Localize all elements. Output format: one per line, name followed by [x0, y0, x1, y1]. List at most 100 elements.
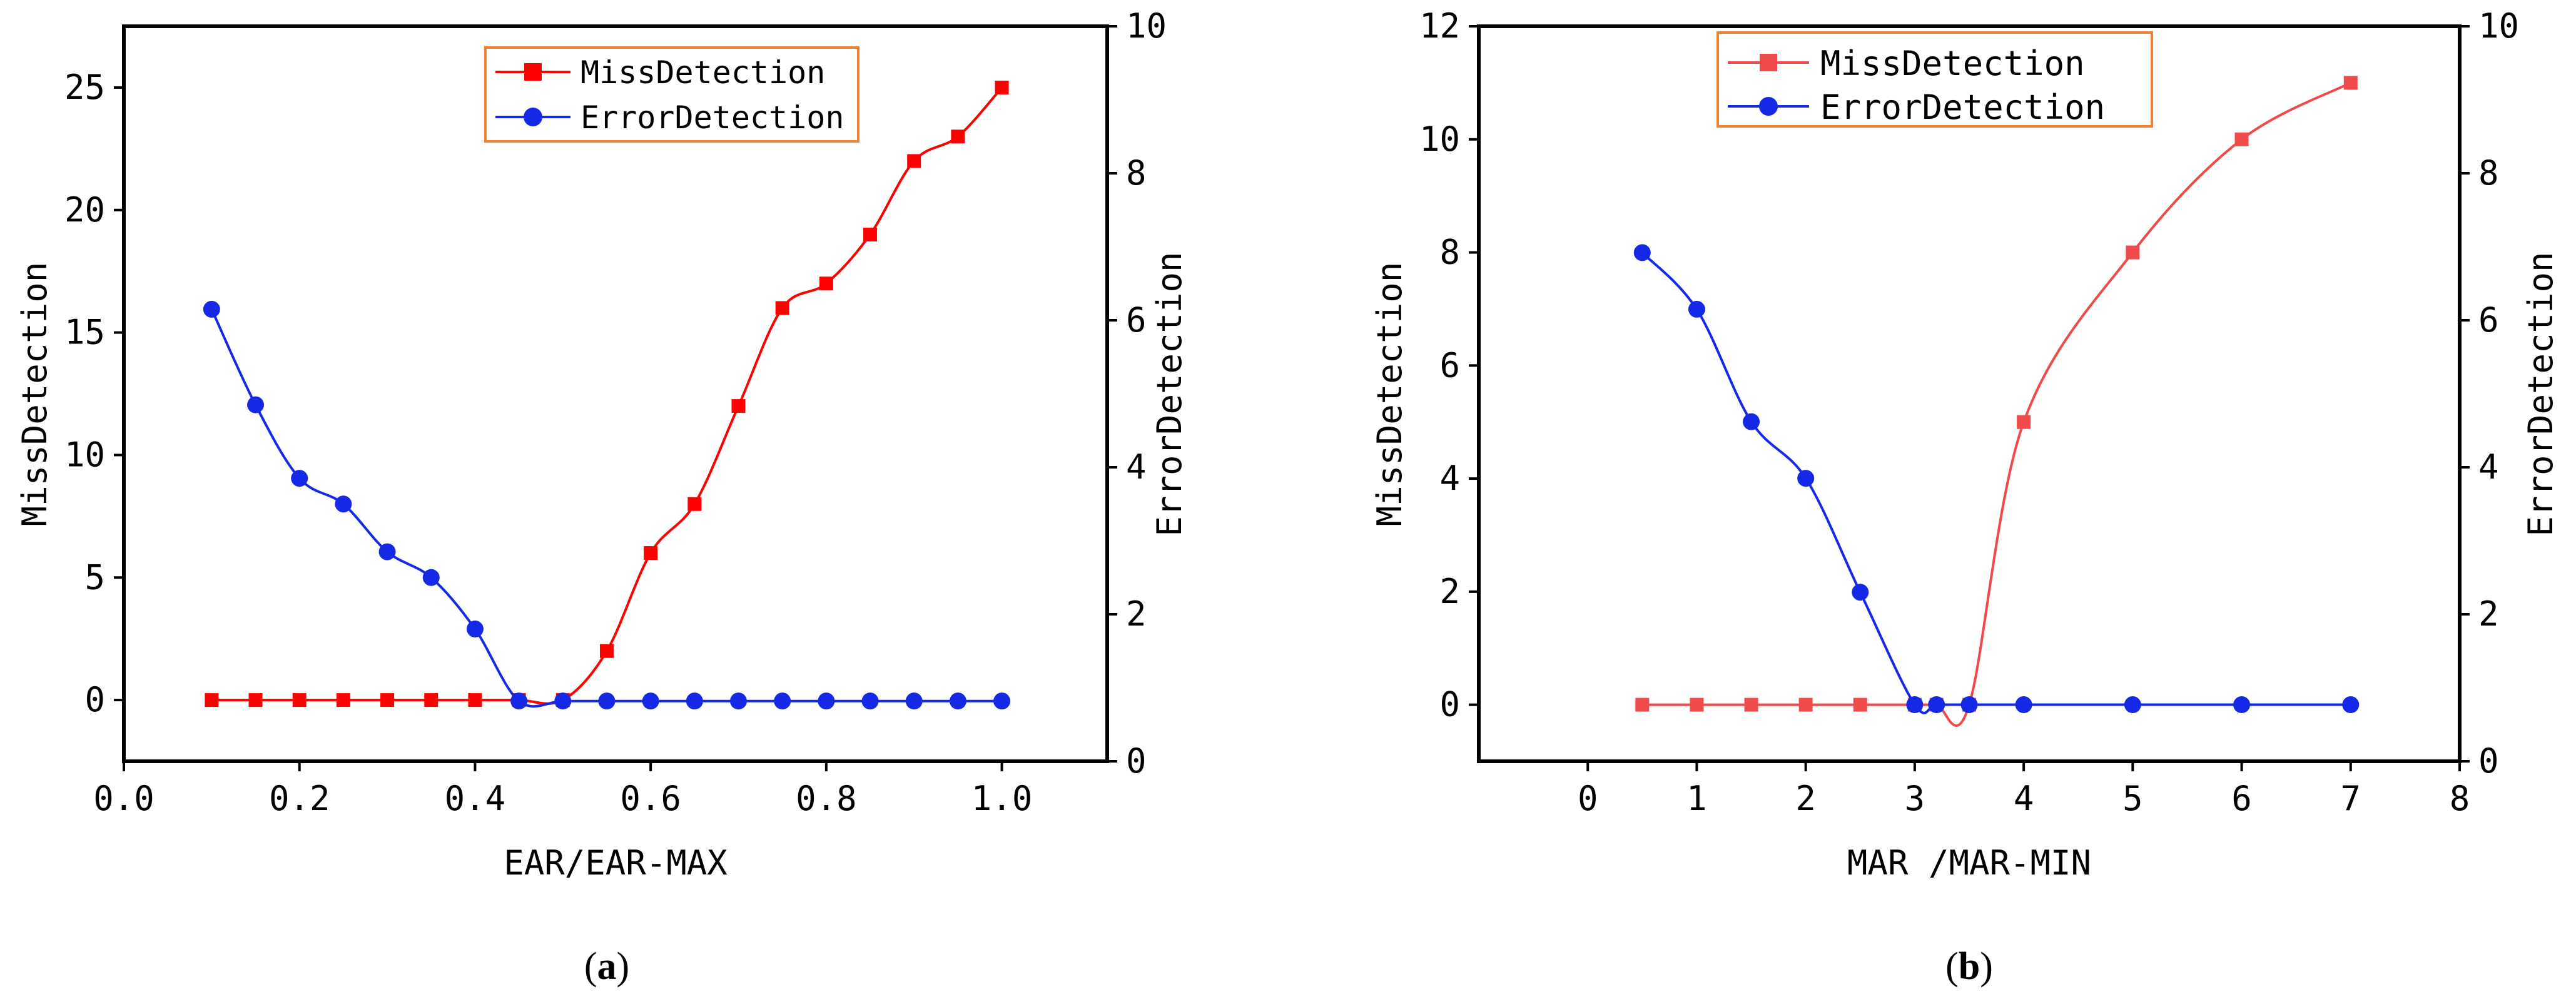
chart-a-legend-item-error: ErrorDetection	[495, 99, 844, 136]
chart-a-series-miss-line	[211, 86, 1003, 705]
chart-b-series	[1633, 76, 2360, 727]
chart-b-error-point	[1797, 470, 1815, 487]
caption-a-open-paren: (	[584, 945, 597, 988]
chart-b-x-tick-label: 5	[2122, 779, 2143, 818]
chart-b-legend: MissDetection ErrorDetection	[1716, 31, 2153, 128]
chart-a-error-point	[247, 396, 265, 413]
chart-b-miss-point	[1798, 697, 1813, 712]
chart-b-x-tick-label: 8	[2450, 779, 2470, 818]
chart-a-miss-point	[907, 154, 921, 168]
chart-b-y-tick-label: 12	[1419, 6, 1460, 46]
chart-b-miss-point	[2126, 245, 2140, 260]
chart-a-plot-frame	[122, 24, 1109, 763]
chart-a-legend-miss-marker	[524, 63, 542, 81]
chart-a-y-tick-label: 0	[84, 680, 105, 719]
chart-a-y-axis-label: MissDetection	[15, 262, 54, 527]
chart-a-x-tick-label: 1.0	[971, 779, 1033, 818]
chart-b-error-point	[2015, 696, 2032, 714]
caption-b-open-paren: (	[1945, 945, 1959, 988]
chart-b-y2-axis-label: ErrorDetection	[2521, 251, 2560, 536]
chart-a-miss-point	[644, 546, 658, 560]
chart-b-error-point	[1960, 696, 1978, 714]
chart-a-x-tick-label: 0.6	[620, 779, 681, 818]
chart-a-y2-tick-label: 10	[1126, 6, 1167, 46]
chart-b-y2-tick-label: 10	[2478, 6, 2519, 46]
chart-a-y2-tick-label: 2	[1126, 594, 1147, 634]
chart-b-y-tick-label: 0	[1439, 685, 1460, 724]
chart-a-y-tick-label: 5	[84, 557, 105, 597]
chart-a-legend: MissDetection ErrorDetection	[484, 46, 860, 143]
chart-b-y-axis-label: MissDetection	[1370, 262, 1409, 527]
chart-a-error-point	[203, 300, 220, 318]
chart-b-miss-point	[2234, 132, 2249, 146]
chart-b-error-point	[1633, 244, 1651, 261]
chart-b-miss-point	[1690, 697, 1704, 712]
chart-a-y-tick-label: 25	[64, 68, 105, 107]
chart-b-series-error-line	[1641, 251, 2351, 714]
chart-a-x-tick-label: 0.0	[93, 779, 155, 818]
chart-b-y-tick-label: 2	[1439, 572, 1460, 611]
chart-a-legend-item-miss: MissDetection	[495, 54, 825, 91]
chart-a-error-point	[422, 569, 440, 586]
chart-b-y-tick-label: 10	[1419, 119, 1460, 159]
chart-a-error-point	[642, 692, 659, 710]
caption-b-letter: b	[1959, 945, 1980, 988]
chart-b-error-point	[1906, 696, 1924, 714]
chart-b-x-tick-label: 4	[2014, 779, 2034, 818]
chart-b-x-axis-label: MAR /MAR-MIN	[1847, 843, 2091, 883]
chart-a-legend-box	[484, 46, 860, 143]
chart-a-error-point	[993, 692, 1011, 710]
chart-a-miss-point	[599, 644, 614, 658]
chart-b-error-point	[1688, 300, 1705, 318]
chart-a-error-point	[949, 692, 966, 710]
chart-a-legend-error-marker	[524, 108, 542, 126]
chart-a-y2-tick-label: 6	[1126, 300, 1147, 340]
chart-b-x-tick-label: 3	[1905, 779, 1925, 818]
chart-b-x-tick-label: 2	[1795, 779, 1816, 818]
chart-b-legend-error-label: ErrorDetection	[1820, 88, 2105, 127]
chart-b-miss-point	[1853, 697, 1867, 712]
chart-a-error-point	[291, 470, 308, 487]
chart-a-error-point	[686, 692, 703, 710]
caption-a-close-paren: )	[617, 945, 630, 988]
chart-a-legend-error-label: ErrorDetection	[581, 99, 844, 136]
chart-b-legend-item-error: ErrorDetection	[1728, 88, 2105, 127]
chart-b-x-tick-label: 6	[2231, 779, 2252, 818]
chart-b-series-miss-line	[1642, 81, 2351, 727]
chart-a-y2-tick-label: 8	[1126, 153, 1147, 193]
chart-a-miss-point	[248, 693, 263, 707]
chart-a-y2-tick-label: 0	[1126, 741, 1147, 781]
chart-b-x-tick-label: 7	[2341, 779, 2361, 818]
chart-a-error-point	[774, 692, 791, 710]
chart-a-tick-labels: 0.0 0.2 0.4 0.6 0.8 1.0 0 5 10 15 20 25 0 2 4 6 8 10	[64, 6, 1167, 818]
chart-a-error-point	[905, 692, 923, 710]
chart-a-y2-tick-label: 4	[1126, 447, 1147, 487]
chart-b-y2-tick-label: 4	[2478, 447, 2499, 487]
chart-a-miss-point	[205, 693, 219, 707]
chart-b-y2-tick-label: 6	[2478, 300, 2499, 340]
chart-a-miss-point	[687, 497, 702, 511]
chart-a-y2-axis-label: ErrorDetection	[1150, 251, 1189, 536]
chart-b-y2-tick-label: 0	[2478, 741, 2499, 781]
chart-b-y2-tick-label: 8	[2478, 153, 2499, 193]
chart-b-error-point	[2233, 696, 2251, 714]
chart-a-x-tick-label: 0.2	[269, 779, 330, 818]
chart-a-error-point	[598, 692, 616, 710]
chart-a-y-tick-label: 20	[64, 190, 105, 230]
chart-b-legend-miss-label: MissDetection	[1820, 44, 2085, 83]
chart-b-miss-point	[2343, 76, 2358, 90]
chart-b-error-point	[1852, 584, 1869, 601]
chart-a-miss-point	[336, 693, 350, 707]
chart-a-error-point	[466, 621, 484, 637]
chart-a-miss-point	[775, 301, 789, 315]
chart-a-x-axis-label: EAR/EAR-MAX	[504, 843, 728, 883]
caption-a: (a)	[584, 945, 629, 988]
chart-a-miss-point	[863, 227, 878, 241]
chart-b-y-tick-label: 4	[1439, 459, 1460, 498]
chart-a-x-tick-label: 0.8	[796, 779, 857, 818]
chart-b-error-point	[2342, 696, 2360, 714]
chart-b-miss-point	[1744, 697, 1758, 712]
chart-b-legend-box	[1716, 31, 2153, 128]
chart-b-legend-miss-marker	[1760, 54, 1777, 71]
